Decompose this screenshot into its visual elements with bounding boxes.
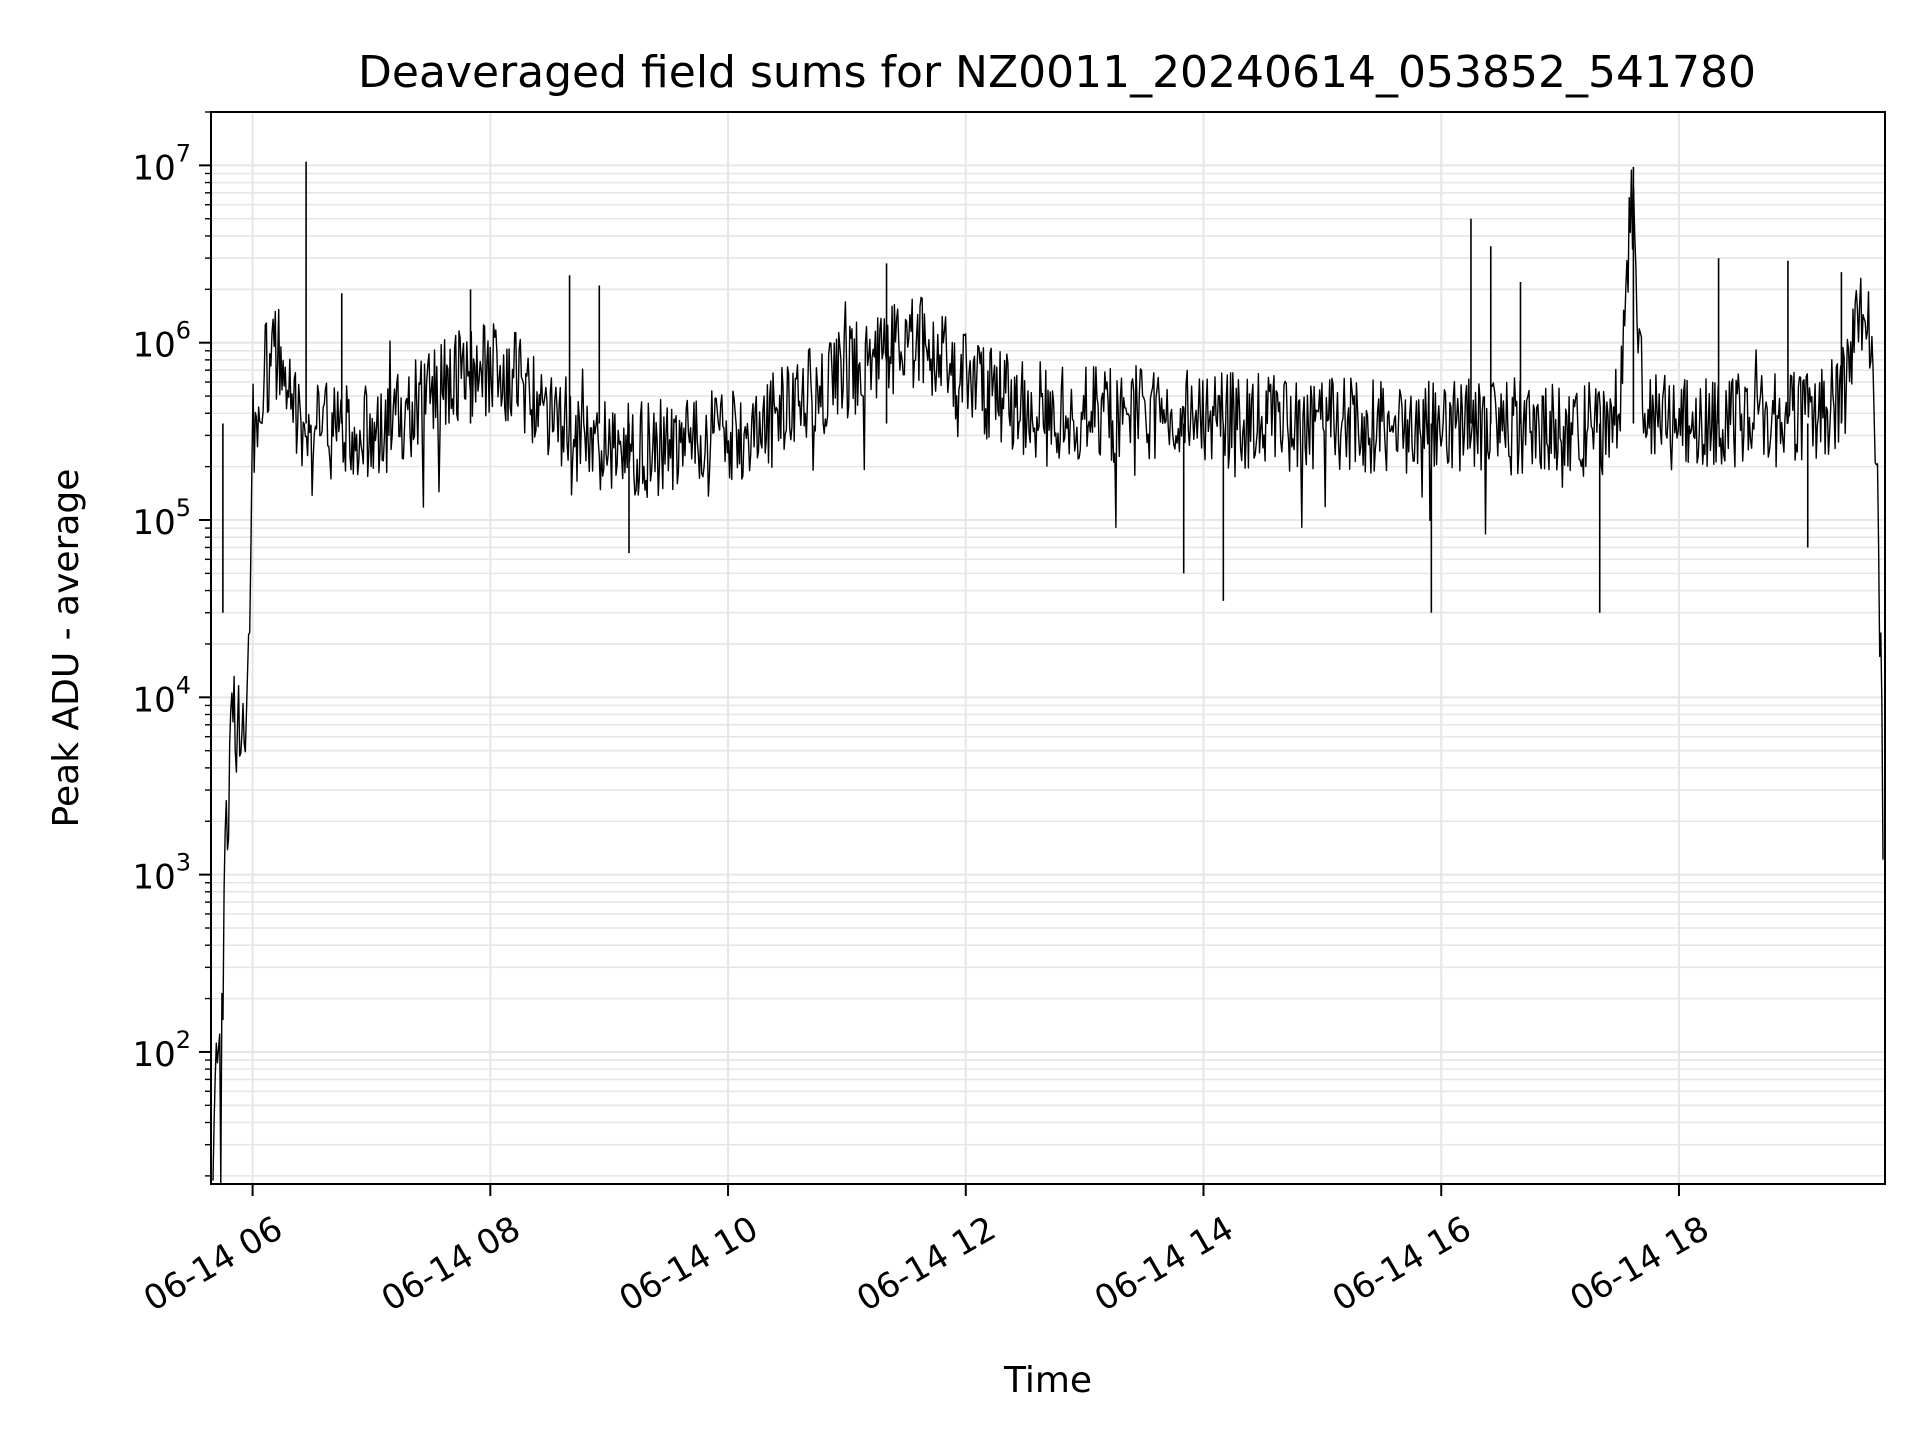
- plot-frame: [210, 111, 1886, 1185]
- y-tick-base: 10: [132, 858, 175, 898]
- series-line: [212, 169, 1884, 1185]
- y-tick-label: 107: [132, 139, 191, 188]
- y-tick-exponent: 7: [176, 139, 191, 167]
- y-tick-exponent: 2: [176, 1026, 191, 1054]
- y-tick-base: 10: [132, 1035, 175, 1075]
- chart-title: Deaveraged field sums for NZ0011_2024061…: [358, 47, 1756, 98]
- series-line-layer: [212, 161, 1884, 1185]
- x-axis-label: Time: [1003, 1360, 1092, 1401]
- y-tick-exponent: 4: [176, 671, 191, 699]
- y-tick-exponent: 3: [176, 849, 191, 877]
- grid: [211, 111, 1885, 1184]
- y-tick-label: 102: [132, 1026, 191, 1075]
- y-tick-exponent: 6: [176, 317, 191, 345]
- y-tick-label: 104: [132, 671, 191, 720]
- y-axis-label: Peak ADU - average: [46, 469, 87, 828]
- y-tick-label: 106: [132, 317, 191, 366]
- y-tick-label: 103: [132, 849, 191, 898]
- y-tick-label: 105: [132, 494, 191, 543]
- y-tick-base: 10: [132, 326, 175, 366]
- y-tick-exponent: 5: [176, 494, 191, 522]
- y-tick-base: 10: [132, 680, 175, 720]
- y-tick-base: 10: [132, 148, 175, 188]
- y-tick-base: 10: [132, 503, 175, 543]
